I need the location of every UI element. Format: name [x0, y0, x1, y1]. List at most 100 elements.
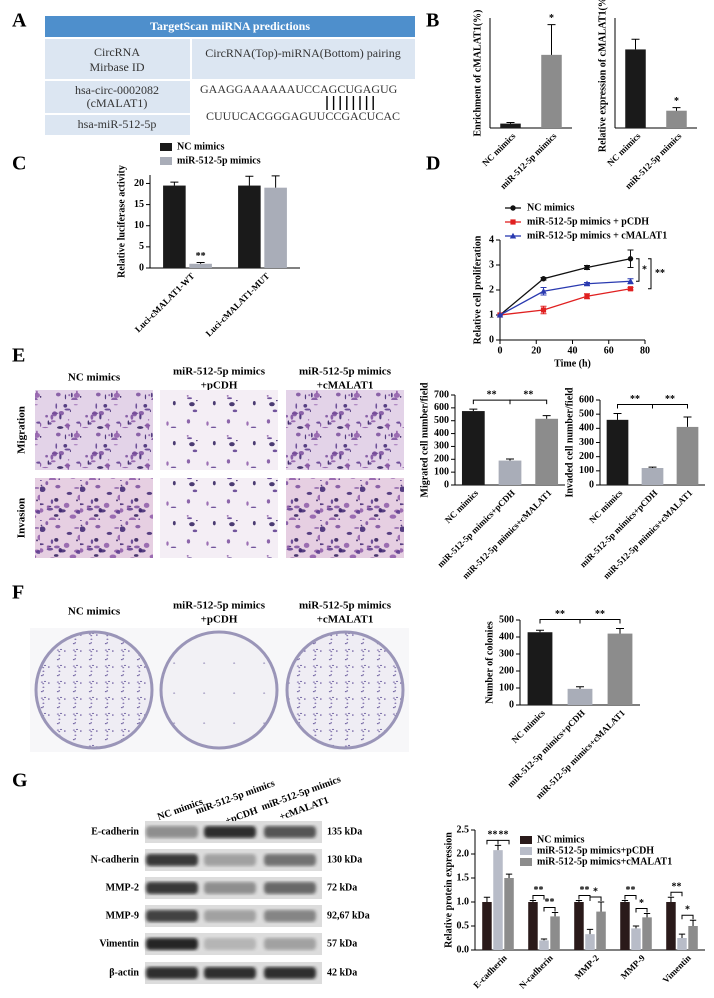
- significance-label: **: [579, 885, 589, 896]
- bar: [500, 123, 521, 128]
- series-line: [499, 288, 631, 316]
- x-tick-label: 80: [640, 345, 650, 356]
- bar: [163, 185, 186, 268]
- blot-band: [146, 967, 198, 979]
- error-bar: [586, 928, 594, 935]
- micrograph: [286, 478, 404, 558]
- error-bar: [689, 919, 697, 926]
- error-bar: [672, 107, 681, 111]
- marker: [509, 232, 517, 239]
- y-tick-label: 400: [579, 423, 594, 434]
- significance-bracket: [635, 908, 648, 913]
- bar: [567, 688, 593, 705]
- bar: [541, 54, 562, 128]
- y-axis-label: Relative cell proliferation: [472, 235, 483, 344]
- bar: [527, 632, 553, 705]
- blot-band: [264, 967, 316, 979]
- table-cell-text: hsa-circ-0002082: [75, 83, 159, 97]
- y-tick-label: 2: [489, 284, 494, 295]
- blot-band: [146, 882, 198, 894]
- column-label: +pCDH: [201, 380, 238, 392]
- significance-bracket: [579, 619, 621, 624]
- micrograph: [35, 390, 153, 470]
- significance-bracket: [472, 399, 511, 405]
- marker: [540, 276, 547, 282]
- error-bar: [632, 925, 640, 929]
- significance-label: **: [630, 394, 640, 405]
- error-bar: [196, 262, 205, 264]
- blot-band: [204, 967, 256, 979]
- table-cell: [45, 115, 190, 135]
- y-axis-label: Invaded cell number/field: [564, 387, 575, 497]
- significance-bracket: [486, 839, 499, 845]
- significance-label: **: [655, 268, 665, 279]
- significance-bracket: [539, 619, 581, 624]
- error-bar: [506, 458, 514, 461]
- row-label: Migration: [16, 406, 28, 454]
- error-bar: [613, 412, 622, 420]
- significance-bracket: [624, 895, 637, 900]
- marker: [496, 311, 504, 318]
- y-tick-label: 0: [139, 262, 144, 273]
- bar: [189, 263, 212, 268]
- micrograph: [35, 478, 153, 558]
- column-label: NC mimics: [68, 606, 121, 618]
- marker: [627, 286, 634, 292]
- y-tick-label: 300: [579, 437, 594, 448]
- error-bar: [576, 686, 584, 689]
- blot-band: [264, 826, 316, 838]
- x-tick-label: 40: [568, 345, 578, 356]
- significance-label: **: [523, 389, 533, 400]
- y-tick-label: 1: [489, 309, 494, 320]
- column-label: miR-512-5p mimics: [173, 600, 266, 612]
- column-label: miR-512-5p mimics: [299, 600, 392, 612]
- x-tick-label: Luci-cMALAT1-WT: [133, 271, 197, 335]
- legend-label: miR-512-5p mimics + cMALAT1: [527, 230, 667, 241]
- x-tick-label: Vimentin: [661, 953, 693, 985]
- error-bar: [505, 873, 513, 878]
- significance-bracket: [648, 258, 652, 290]
- blot-band: [204, 826, 256, 838]
- y-tick-label: 20: [134, 178, 144, 189]
- significance-bracket: [589, 896, 602, 901]
- table-cell: [192, 39, 415, 79]
- bar: [642, 917, 652, 950]
- legend-label: NC mimics: [527, 202, 575, 213]
- error-bar: [494, 844, 502, 851]
- column-label: miR-512-5p mimics: [299, 366, 392, 378]
- y-tick-label: 700: [434, 389, 449, 400]
- y-tick-label: 4: [489, 234, 494, 245]
- legend-swatch: [520, 836, 532, 844]
- significance-label: **: [499, 830, 509, 841]
- legend-label: NC mimics: [537, 834, 585, 845]
- legend-label: miR-512-5p mimics: [177, 155, 261, 166]
- y-tick-label: 100: [579, 465, 594, 476]
- error-bar: [540, 938, 548, 941]
- protein-label: E-cadherin: [91, 826, 139, 837]
- y-tick-label: 2.5: [457, 824, 470, 835]
- error-bar: [621, 900, 629, 902]
- error-bar: [529, 900, 537, 902]
- row-label: Invasion: [16, 498, 28, 538]
- panel-letter: B: [426, 10, 439, 32]
- significance-bracket: [617, 403, 653, 409]
- bar: [574, 902, 584, 950]
- x-tick-label: miR-512-5p mimics+cMALAT1: [534, 707, 627, 800]
- bar: [666, 902, 676, 950]
- bar: [528, 902, 538, 950]
- marker: [584, 264, 590, 271]
- x-tick-label: NC mimics: [480, 130, 518, 168]
- panel-letter: C: [12, 153, 26, 175]
- table-cell-text: GAAGGAAAAAAUCCAGCUGAGUG: [200, 82, 398, 96]
- error-bar: [245, 175, 254, 186]
- blot-band: [204, 882, 256, 894]
- panel-letter: F: [12, 582, 24, 604]
- marker: [627, 256, 634, 262]
- micrograph: [160, 390, 278, 470]
- x-tick-label: 0: [498, 345, 503, 356]
- bar: [482, 902, 492, 950]
- legend-label: miR-512-5p mimics+pCDH: [537, 845, 654, 856]
- significance-bracket: [578, 895, 591, 900]
- significance-bracket: [509, 399, 548, 405]
- y-tick-label: 200: [579, 451, 594, 462]
